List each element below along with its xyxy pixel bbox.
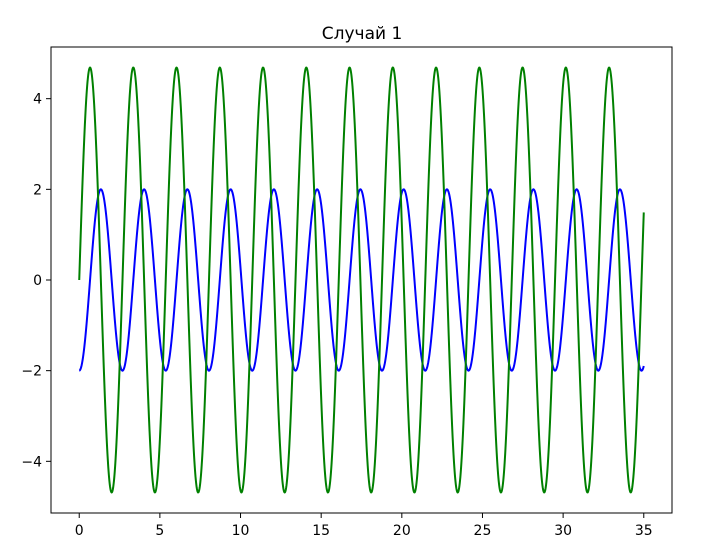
y-tick-label: −4 [21, 454, 42, 470]
x-tick-label: 30 [554, 523, 572, 539]
x-axis: 0 5 10 15 20 25 30 35 [75, 513, 653, 539]
y-tick-label: 0 [33, 273, 42, 289]
series-line-2 [78, 66, 645, 494]
series-layer [78, 66, 645, 494]
x-tick-label: 15 [312, 523, 330, 539]
y-tick-label: 4 [33, 92, 42, 108]
series-line-1 [78, 188, 645, 372]
x-tick-label: 35 [635, 523, 653, 539]
y-tick-label: 2 [33, 182, 42, 198]
chart-title: Случай 1 [322, 24, 403, 44]
y-axis: −4 −2 0 2 4 [21, 92, 51, 470]
x-tick-label: 5 [155, 523, 164, 539]
x-tick-label: 20 [393, 523, 411, 539]
x-tick-label: 0 [75, 523, 84, 539]
x-tick-label: 10 [232, 523, 250, 539]
y-tick-label: −2 [21, 364, 42, 380]
x-tick-label: 25 [474, 523, 492, 539]
